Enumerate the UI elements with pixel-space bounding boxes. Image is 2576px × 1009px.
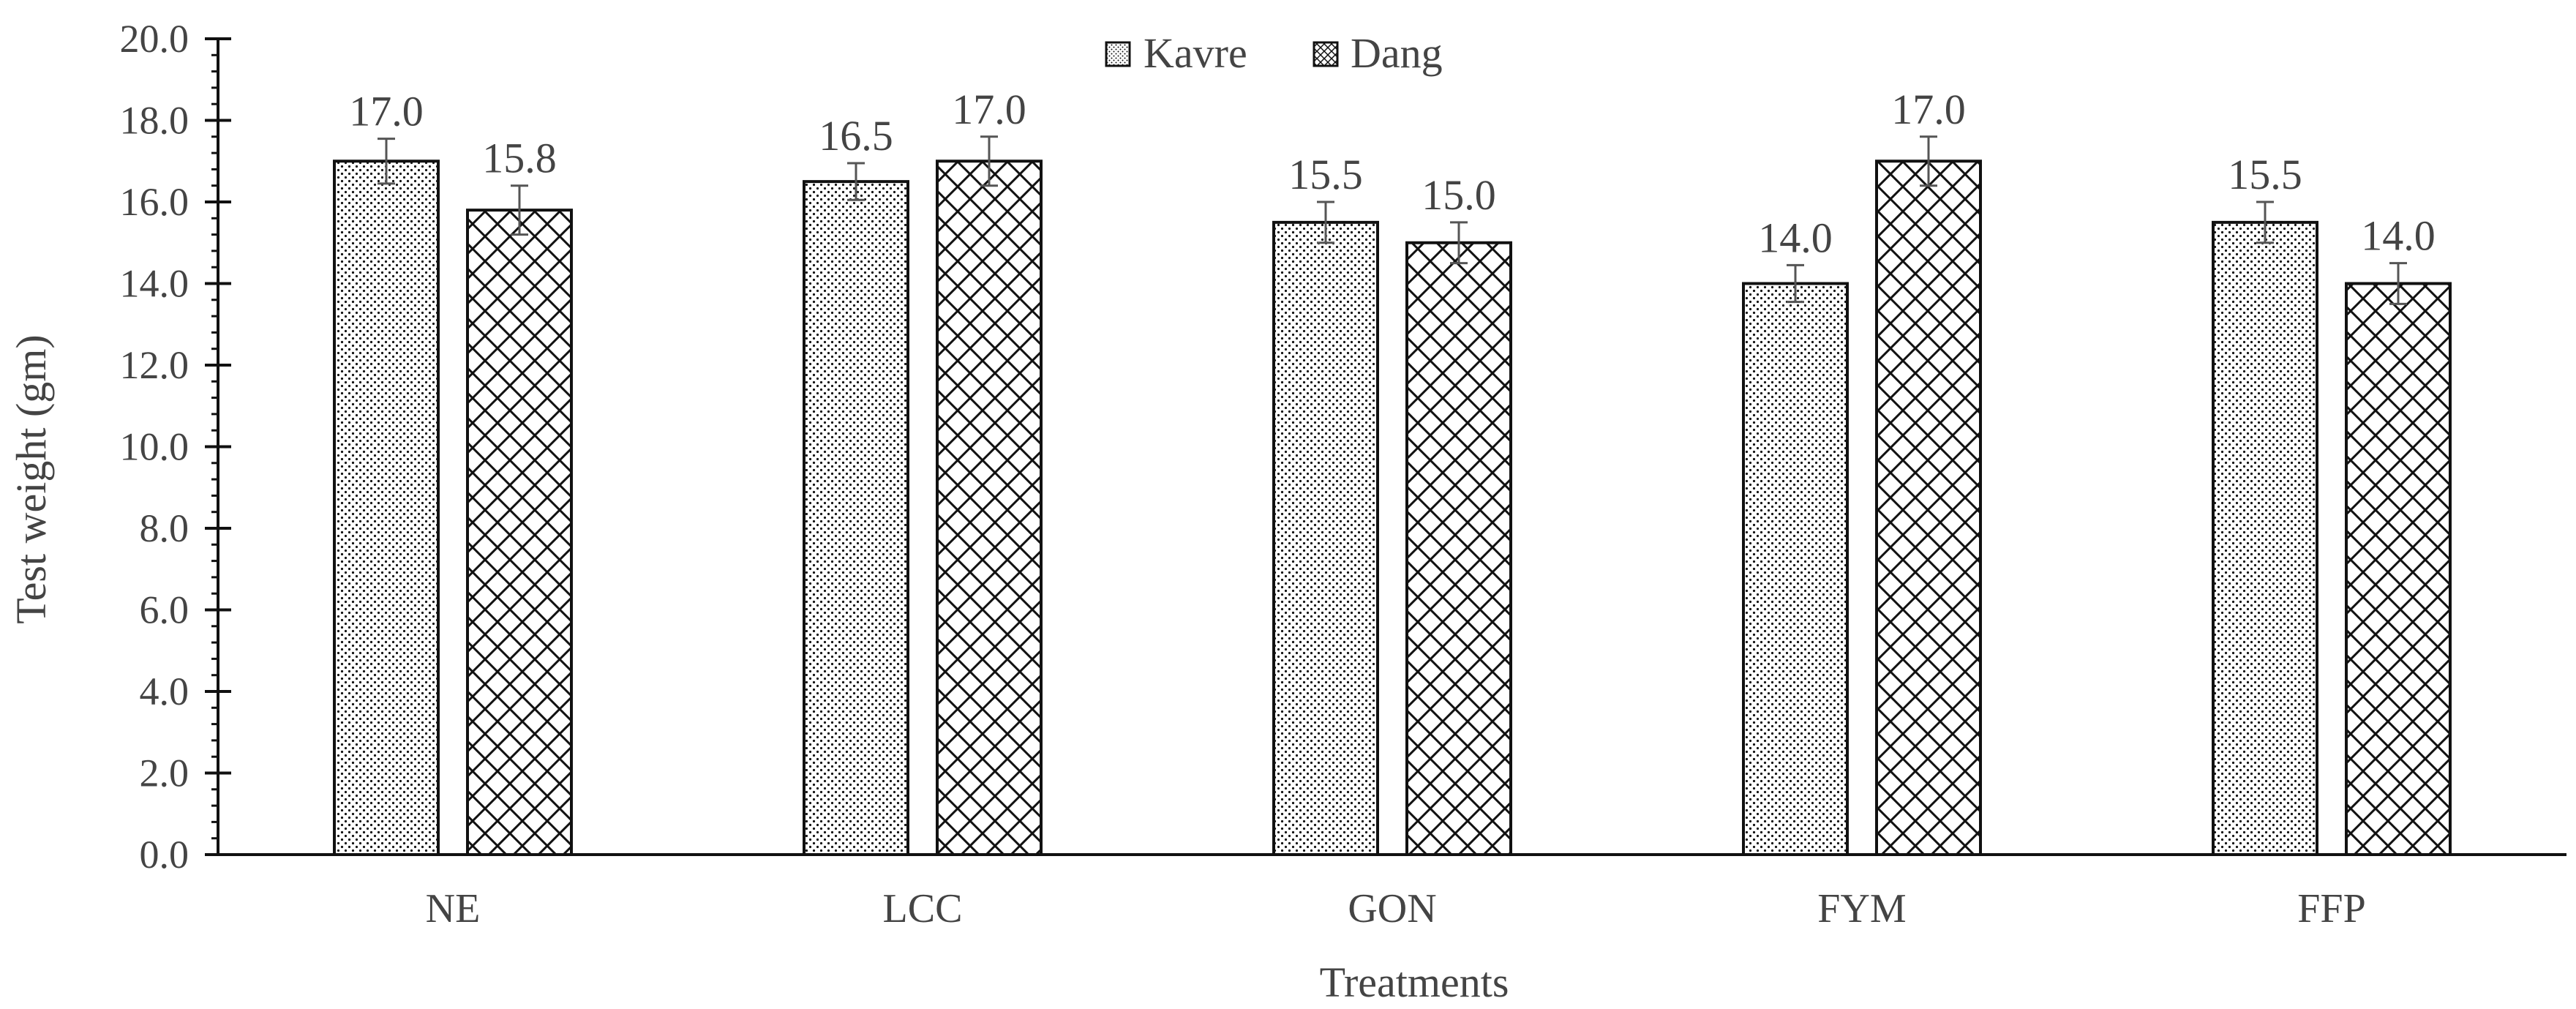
y-tick-label: 12.0: [120, 343, 189, 387]
bar-kavre: [1272, 220, 1379, 856]
data-labels: 17.0 16.5 15.5 14.0 15.5 15.8 17.0 15.0 17.0 14.0: [349, 86, 2436, 262]
x-axis-title: Treatments: [1320, 959, 1509, 1006]
legend: Kavre Dang: [1105, 29, 1443, 77]
y-tick-label: 4.0: [140, 669, 189, 713]
data-label-dang: 17.0: [1891, 86, 1966, 133]
bar-dang: [936, 160, 1043, 856]
data-label-kavre: 17.0: [349, 88, 424, 135]
bar-kavre: [1742, 282, 1849, 856]
legend-swatch-dang: [1313, 41, 1339, 67]
y-axis-title: Test weight (gm): [7, 334, 55, 623]
data-label-dang: 17.0: [952, 86, 1026, 133]
x-tick-label: LCC: [883, 886, 963, 931]
bar-kavre: [2212, 220, 2318, 856]
error-bars: [378, 135, 2407, 305]
data-label-dang: 14.0: [2361, 212, 2436, 260]
data-label-kavre: 15.5: [1288, 151, 1363, 198]
legend-swatch-kavre: [1105, 41, 1131, 67]
legend-label-kavre: Kavre: [1144, 29, 1247, 77]
data-label-kavre: 15.5: [2228, 151, 2302, 198]
bar-dang: [1405, 241, 1512, 856]
y-tick-label: 0.0: [140, 833, 189, 877]
x-tick-label: FYM: [1817, 886, 1906, 931]
bar-dang: [466, 209, 573, 856]
bar-dang: [2345, 282, 2452, 856]
legend-label-dang: Dang: [1351, 29, 1443, 77]
y-tick-label: 8.0: [140, 506, 189, 550]
x-tick-label: NE: [426, 886, 481, 931]
y-tick-label: 14.0: [120, 262, 189, 306]
y-tick-label: 20.0: [120, 17, 189, 61]
bar-dang: [1875, 160, 1982, 856]
y-tick-label: 6.0: [140, 588, 189, 632]
legend-item-dang: Dang: [1313, 29, 1443, 77]
y-axis: 0.0 2.0 4.0 6.0 8.0 10.0 12.0 14.0 16.0 18.0 20.0: [120, 17, 231, 877]
bar-kavre: [333, 160, 440, 856]
x-tick-label: GON: [1348, 886, 1436, 931]
bar-kavre: [803, 180, 909, 856]
x-axis: NE LCC GON FYM FFP: [218, 853, 2566, 931]
y-tick-label: 10.0: [120, 425, 189, 469]
bars: [333, 160, 2452, 856]
data-label-kavre: 14.0: [1758, 214, 1833, 261]
y-tick-label: 2.0: [140, 751, 189, 795]
y-tick-label: 18.0: [120, 99, 189, 143]
data-label-dang: 15.8: [482, 135, 557, 182]
y-tick-label: 16.0: [120, 180, 189, 224]
data-label-kavre: 16.5: [819, 112, 893, 160]
x-tick-label: FFP: [2297, 886, 2365, 931]
legend-item-kavre: Kavre: [1105, 29, 1247, 77]
data-label-dang: 15.0: [1422, 171, 1496, 219]
